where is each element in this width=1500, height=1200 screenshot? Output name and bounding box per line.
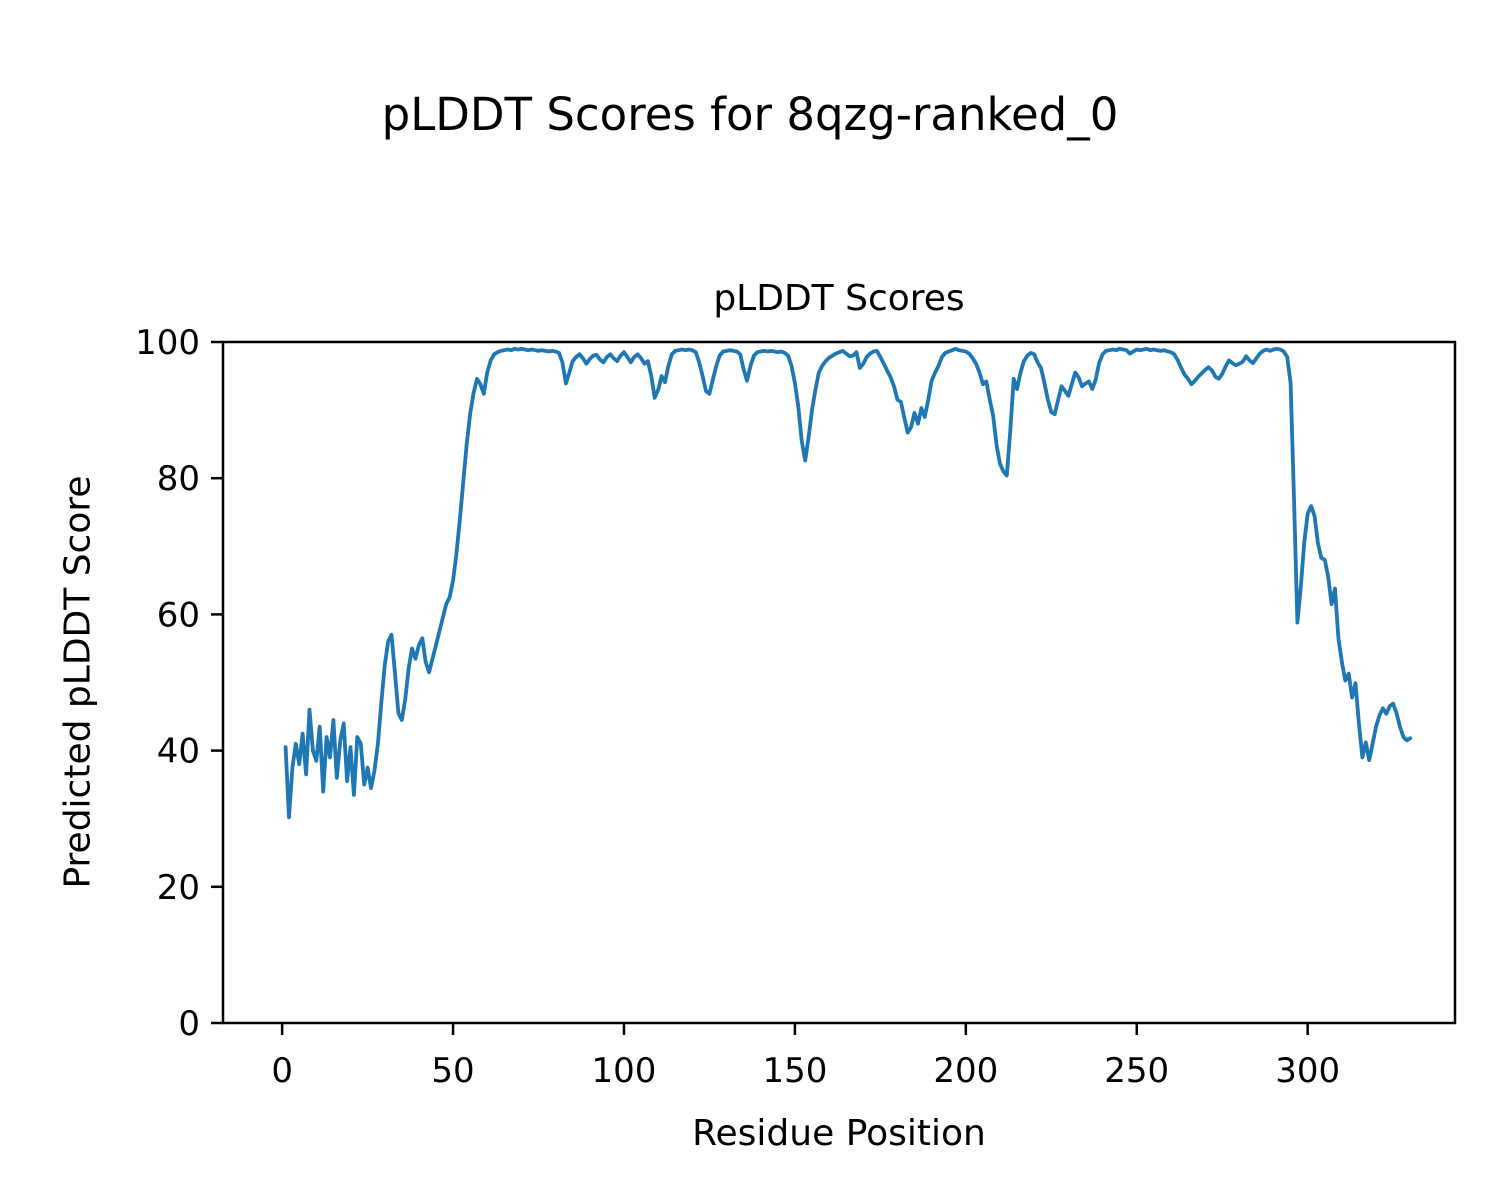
x-tick-label: 150 <box>762 1051 827 1091</box>
y-tick-label: 0 <box>178 1004 200 1044</box>
y-tick-label: 60 <box>157 595 200 635</box>
plot-spines <box>221 340 1457 1025</box>
x-tick-label: 200 <box>933 1051 998 1091</box>
y-tick-label: 40 <box>157 732 200 772</box>
axes-title: pLDDT Scores <box>713 278 965 319</box>
x-tick-label: 300 <box>1275 1051 1340 1091</box>
y-tick-label: 100 <box>135 323 200 363</box>
x-tick-label: 250 <box>1104 1051 1169 1091</box>
pLDDT-line-series <box>283 346 1413 820</box>
x-tick-label: 100 <box>592 1051 657 1091</box>
y-tick-label: 20 <box>157 868 200 908</box>
y-tick-label: 80 <box>157 459 200 499</box>
x-tick-label: 0 <box>271 1051 293 1091</box>
axis-tick-labels: 0 50 100 150 200 250 300 0 20 40 60 80 100 <box>135 323 1340 1091</box>
x-axis-label: Residue Position <box>692 1113 986 1154</box>
x-tick-label: 50 <box>431 1051 474 1091</box>
axis-ticks <box>211 340 1309 1035</box>
figure-title: pLDDT Scores for 8qzg-ranked_0 <box>381 88 1119 141</box>
